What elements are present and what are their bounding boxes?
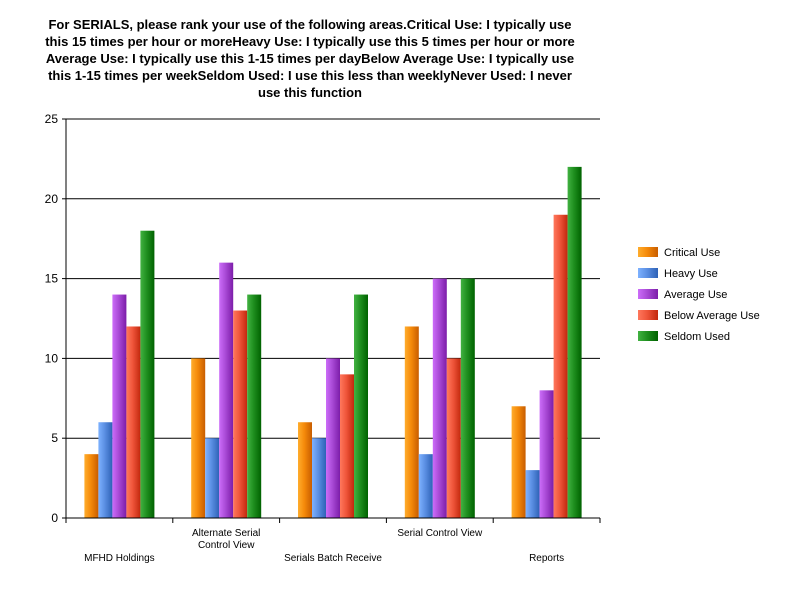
bar-average-use bbox=[219, 262, 234, 518]
bar-average-use bbox=[432, 278, 447, 518]
bar-critical-use bbox=[404, 326, 419, 518]
bar-heavy-use bbox=[525, 470, 540, 518]
bar-heavy-use bbox=[312, 438, 326, 518]
legend-swatch bbox=[638, 289, 658, 299]
bar-critical-use bbox=[84, 454, 99, 518]
x-category-label: Reports bbox=[529, 553, 564, 564]
bar-critical-use bbox=[298, 422, 312, 518]
bar-below-average-use bbox=[446, 358, 461, 518]
bar-below-average-use bbox=[126, 326, 141, 518]
bar-below-average-use bbox=[340, 374, 354, 518]
legend-label: Average Use bbox=[664, 289, 727, 301]
bars bbox=[84, 166, 582, 518]
legend-swatch bbox=[638, 331, 658, 341]
x-category-label: Serials Batch Receive bbox=[284, 553, 382, 564]
y-tick-label: 5 bbox=[51, 431, 58, 445]
legend-label: Seldom Used bbox=[664, 331, 730, 343]
legend-swatch bbox=[638, 268, 658, 278]
y-tick-label: 0 bbox=[51, 511, 58, 525]
bar-heavy-use bbox=[418, 454, 433, 518]
x-category-label: Serial Control View bbox=[397, 528, 483, 539]
axes: 0 5 10 15 20 25 MFHD Holdings Alternate Serial C… bbox=[45, 112, 601, 564]
bar-heavy-use bbox=[205, 438, 220, 518]
bar-below-average-use bbox=[553, 214, 568, 518]
bar-heavy-use bbox=[98, 422, 113, 518]
y-tick-label: 25 bbox=[45, 112, 59, 126]
bar-seldom-used bbox=[460, 278, 475, 518]
bar-average-use bbox=[539, 390, 554, 518]
bar-critical-use bbox=[511, 406, 526, 518]
x-category-label: Alternate Serial Control View bbox=[192, 528, 260, 551]
y-tick-label: 20 bbox=[45, 192, 59, 206]
legend-swatch bbox=[638, 247, 658, 257]
chart-title: For SERIALS, please rank your use of the… bbox=[45, 17, 575, 100]
legend-label: Heavy Use bbox=[664, 268, 718, 280]
bar-average-use bbox=[112, 294, 127, 518]
legend-label: Critical Use bbox=[664, 247, 720, 259]
bar-seldom-used bbox=[140, 230, 155, 518]
legend-label: Below Average Use bbox=[664, 310, 760, 322]
y-tick-label: 10 bbox=[45, 351, 59, 365]
bar-average-use bbox=[326, 358, 340, 518]
bar-seldom-used bbox=[354, 294, 368, 518]
legend: Critical Use Heavy Use Average Use Below Av… bbox=[638, 247, 760, 343]
bar-seldom-used bbox=[567, 166, 582, 518]
y-tick-label: 15 bbox=[45, 272, 59, 286]
bar-critical-use bbox=[191, 358, 206, 518]
bar-below-average-use bbox=[233, 310, 248, 518]
x-category-label: MFHD Holdings bbox=[84, 553, 155, 564]
bar-seldom-used bbox=[247, 294, 262, 518]
legend-swatch bbox=[638, 310, 658, 320]
